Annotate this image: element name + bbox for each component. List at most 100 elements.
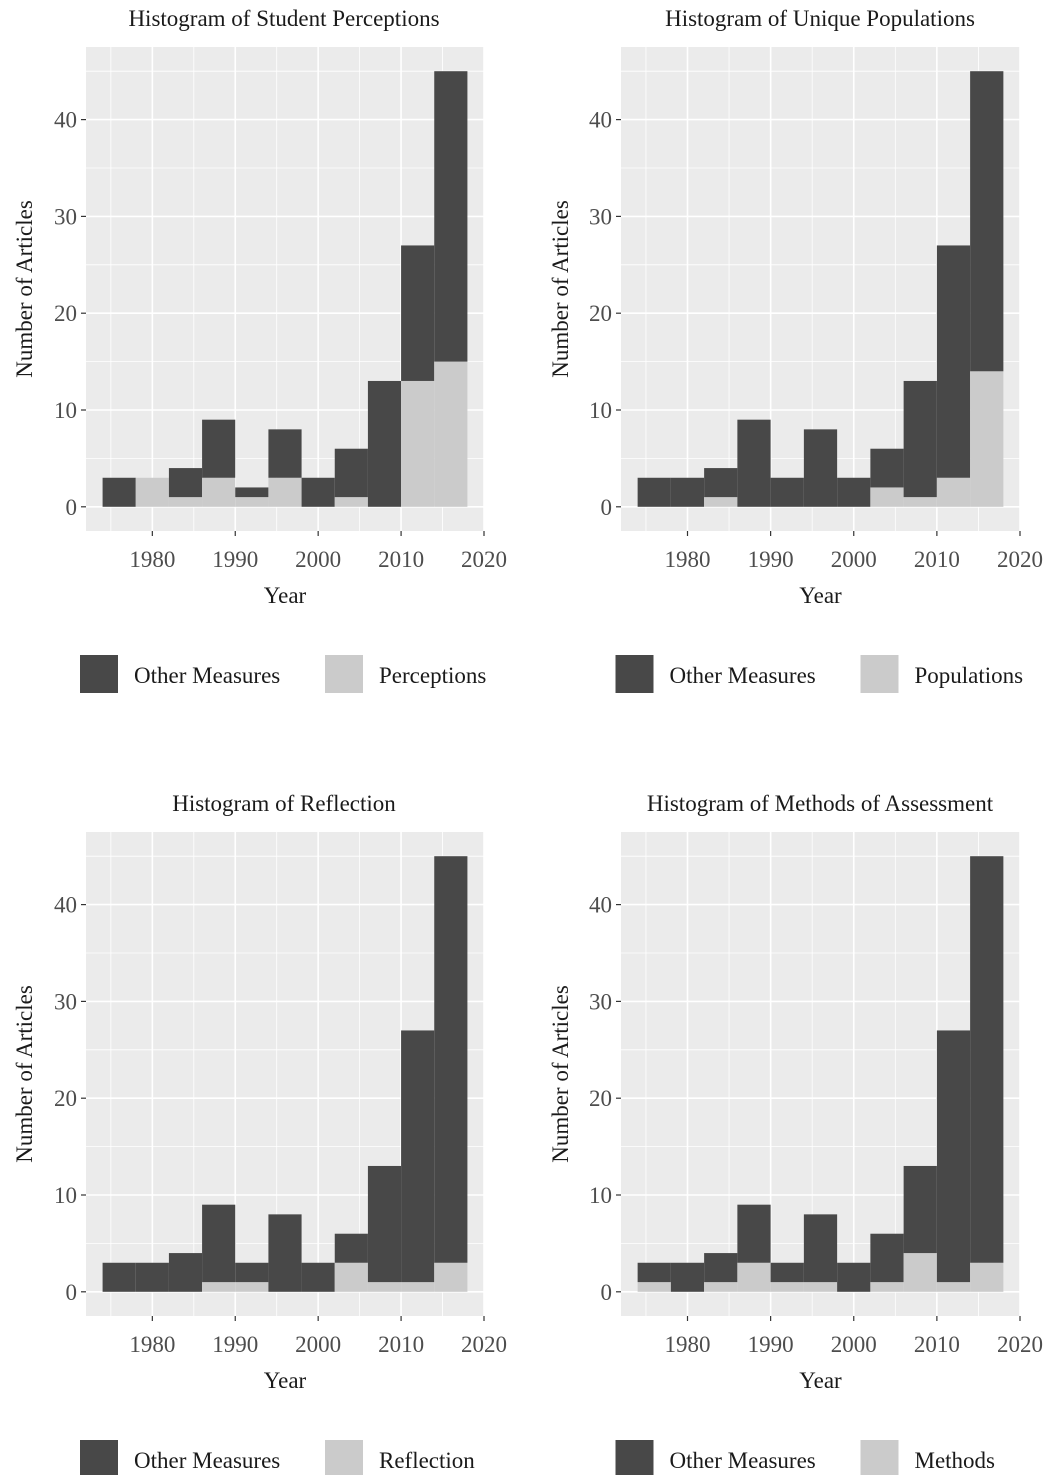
x-tick-label: 1990 xyxy=(212,1332,258,1357)
bar-segment-other xyxy=(670,1262,705,1292)
ticks: 1980 1990 2000 2010 2020 0 10 20 30 40 xyxy=(589,108,1043,572)
bar-segment-other xyxy=(870,1233,904,1283)
x-tick-label: 2000 xyxy=(295,547,341,572)
bar-segment-other xyxy=(770,1262,804,1283)
chart-panel: 1980 1990 2000 2010 2020 0 10 20 30 40 Histogram o… xyxy=(548,6,1043,693)
bar-segment-highlight xyxy=(936,477,971,507)
bar-segment-highlight xyxy=(770,1282,804,1292)
bar-segment-other xyxy=(637,1262,671,1283)
legend-label-highlight: Methods xyxy=(915,1448,996,1473)
bar-segment-other xyxy=(168,468,203,498)
x-tick-label: 2010 xyxy=(378,1332,424,1357)
bar-segment-other xyxy=(704,468,738,498)
bar-segment-other xyxy=(434,856,468,1263)
bar-segment-other xyxy=(970,856,1004,1263)
legend-label-other: Other Measures xyxy=(134,663,280,688)
bar-segment-highlight xyxy=(637,1282,671,1292)
bar-segment-highlight xyxy=(737,1262,771,1292)
x-tick-label: 2010 xyxy=(914,547,960,572)
bar-segment-highlight xyxy=(870,487,904,507)
legend-label-highlight: Populations xyxy=(915,663,1024,688)
bar-segment-other xyxy=(301,477,335,507)
x-tick-label: 2000 xyxy=(295,1332,341,1357)
bar-segment-other xyxy=(301,1262,335,1292)
bar-segment-highlight xyxy=(367,1282,402,1292)
x-tick-label: 2020 xyxy=(997,547,1043,572)
legend: Other Measures Populations xyxy=(615,655,1024,693)
bar-segment-other xyxy=(803,1214,838,1283)
bar-segment-highlight xyxy=(202,477,236,507)
y-tick-label: 10 xyxy=(54,398,77,423)
x-tick-label: 2020 xyxy=(461,1332,507,1357)
x-tick-label: 1980 xyxy=(129,547,175,572)
bar-segment-other xyxy=(268,429,302,478)
legend-label-highlight: Reflection xyxy=(379,1448,475,1473)
bar-segment-other xyxy=(837,1262,871,1292)
bar-segment-highlight xyxy=(434,1262,468,1292)
bar-segment-highlight xyxy=(202,1282,236,1292)
x-tick-label: 1990 xyxy=(748,1332,794,1357)
bar-segment-highlight xyxy=(870,1282,904,1292)
legend: Other Measures Methods xyxy=(615,1440,996,1475)
legend-label-other: Other Measures xyxy=(670,663,816,688)
x-tick-label: 2010 xyxy=(378,547,424,572)
y-tick-label: 20 xyxy=(589,301,612,326)
y-tick-label: 10 xyxy=(54,1183,77,1208)
legend: Other Measures Perceptions xyxy=(80,655,486,693)
y-axis-label: Number of Articles xyxy=(548,985,573,1163)
chart-title: Histogram of Student Perceptions xyxy=(128,6,439,31)
bar-segment-other xyxy=(334,1233,368,1263)
bar-segment-other xyxy=(235,487,269,498)
bar-segment-other xyxy=(202,419,236,478)
legend-key-other xyxy=(615,655,654,693)
bars xyxy=(637,856,1004,1292)
x-axis-label: Year xyxy=(799,583,842,608)
y-tick-label: 40 xyxy=(54,108,77,133)
bar-segment-other xyxy=(168,1253,203,1292)
legend-label-other: Other Measures xyxy=(670,1448,816,1473)
x-axis-label: Year xyxy=(264,583,307,608)
ticks: 1980 1990 2000 2010 2020 0 10 20 30 40 xyxy=(54,108,507,572)
y-tick-label: 40 xyxy=(589,108,612,133)
bar-segment-other xyxy=(670,477,705,507)
bar-segment-other xyxy=(637,477,671,507)
bars xyxy=(102,71,468,507)
bar-segment-highlight xyxy=(401,1282,435,1292)
y-tick-label: 30 xyxy=(589,204,612,229)
x-tick-label: 2000 xyxy=(831,1332,877,1357)
x-tick-label: 2020 xyxy=(461,547,507,572)
bar-segment-highlight xyxy=(704,1282,738,1292)
bar-segment-highlight xyxy=(334,1262,368,1292)
y-tick-label: 30 xyxy=(54,204,77,229)
y-axis-label: Number of Articles xyxy=(12,200,37,378)
legend-key-other xyxy=(615,1440,654,1475)
bar-segment-other xyxy=(770,477,804,507)
bar-segment-highlight xyxy=(235,1282,269,1292)
bar-segment-other xyxy=(870,448,904,488)
bar-segment-other xyxy=(970,71,1004,372)
bar-segment-other xyxy=(401,245,435,381)
bar-segment-other xyxy=(135,1262,169,1292)
x-axis-label: Year xyxy=(264,1368,307,1393)
bar-segment-other xyxy=(704,1253,738,1283)
y-axis-label: Number of Articles xyxy=(548,200,573,378)
bar-segment-other xyxy=(202,1204,236,1283)
ticks: 1980 1990 2000 2010 2020 0 10 20 30 40 xyxy=(589,893,1043,1357)
x-tick-label: 1990 xyxy=(748,547,794,572)
bar-segment-highlight xyxy=(401,380,435,507)
bar-segment-highlight xyxy=(970,371,1004,507)
legend-label-highlight: Perceptions xyxy=(379,663,486,688)
y-tick-label: 10 xyxy=(589,398,612,423)
x-tick-label: 1980 xyxy=(665,547,711,572)
bar-segment-highlight xyxy=(936,1282,971,1292)
y-tick-label: 20 xyxy=(589,1086,612,1111)
y-tick-label: 30 xyxy=(54,989,77,1014)
bar-segment-other xyxy=(837,477,871,507)
bar-segment-highlight xyxy=(135,477,169,507)
bars xyxy=(637,71,1004,507)
y-tick-label: 0 xyxy=(601,1280,613,1305)
chart-title: Histogram of Unique Populations xyxy=(665,6,975,31)
bar-segment-highlight xyxy=(970,1262,1004,1292)
legend-key-highlight xyxy=(325,1440,363,1475)
bar-segment-other xyxy=(235,1262,269,1283)
